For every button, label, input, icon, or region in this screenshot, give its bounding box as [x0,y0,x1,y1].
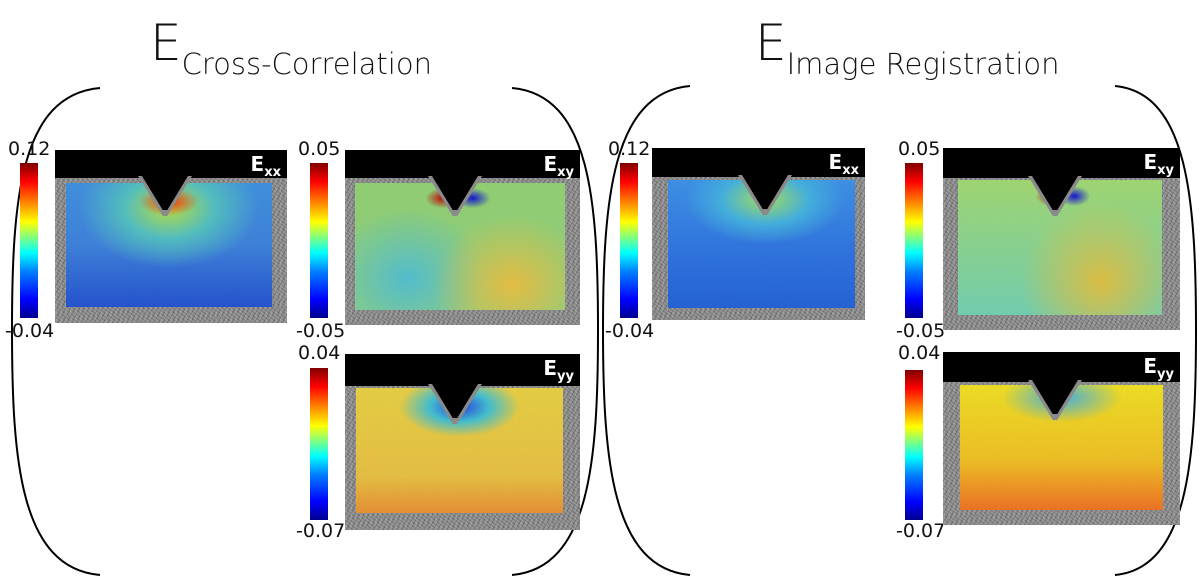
colorbar [905,163,923,318]
component-label: Exy [1143,152,1174,177]
title-main: E [150,14,182,72]
colorbar-max-label: 0.05 [898,138,941,160]
colorbar-min-label: -0.04 [605,320,655,342]
colorbar [905,370,923,520]
component-symbol: E [543,356,558,380]
left-bracket-close [511,87,600,576]
colorbar-min-label: -0.05 [896,320,946,342]
component-subscript: xx [842,163,859,178]
title-sub: Cross-Correlation [181,47,432,81]
colorbar-max-label: 0.04 [298,342,341,364]
specimen-top-band [652,148,865,177]
colorbar-min-label: -0.07 [896,520,946,542]
component-subscript: yy [557,369,574,384]
component-label: Exx [251,154,281,179]
component-symbol: E [828,150,843,174]
right-bracket-open [601,85,691,576]
component-symbol: E [1143,150,1158,174]
strain-map-panel: Exy [943,148,1180,330]
colorbar-max-label: 0.12 [608,138,651,160]
right-bracket-close [1114,85,1198,576]
title-sub: Image Registration [786,47,1060,81]
component-symbol: E [250,152,265,176]
colorbar-min-label: -0.07 [296,520,346,542]
component-subscript: yy [1157,367,1174,382]
specimen-top-band [55,150,287,178]
component-subscript: xy [557,165,574,180]
colorbar-min-label: -0.04 [5,320,55,342]
colorbar-max-label: 0.05 [298,138,341,160]
strain-map-panel: Eyy [345,354,580,530]
specimen-top-band [943,352,1180,382]
strain-map-panel: Exx [55,150,287,323]
component-symbol: E [543,152,558,176]
specimen-top-band [943,148,1180,178]
strain-map-panel: Exy [345,150,580,325]
title-main: E [755,14,787,72]
component-subscript: xx [264,165,281,180]
component-label: Eyy [543,358,574,383]
colorbar [20,163,38,318]
title-image-registration: EImage Registration [755,18,1060,79]
component-symbol: E [1143,354,1158,378]
strain-map-panel: Exx [652,148,865,320]
specimen-top-band [345,150,580,178]
component-subscript: xy [1157,163,1174,178]
colorbar-max-label: 0.04 [898,342,941,364]
left-bracket-open [10,87,101,576]
specimen-top-band [345,354,580,386]
component-label: Exy [543,154,574,179]
colorbar [310,163,328,318]
colorbar-min-label: -0.05 [296,320,346,342]
colorbar [620,163,638,318]
component-label: Exx [829,152,859,177]
component-label: Eyy [1143,356,1174,381]
title-cross-correlation: ECross-Correlation [150,18,432,79]
strain-map-panel: Eyy [943,352,1180,525]
colorbar-max-label: 0.12 [8,138,51,160]
colorbar [310,368,328,520]
